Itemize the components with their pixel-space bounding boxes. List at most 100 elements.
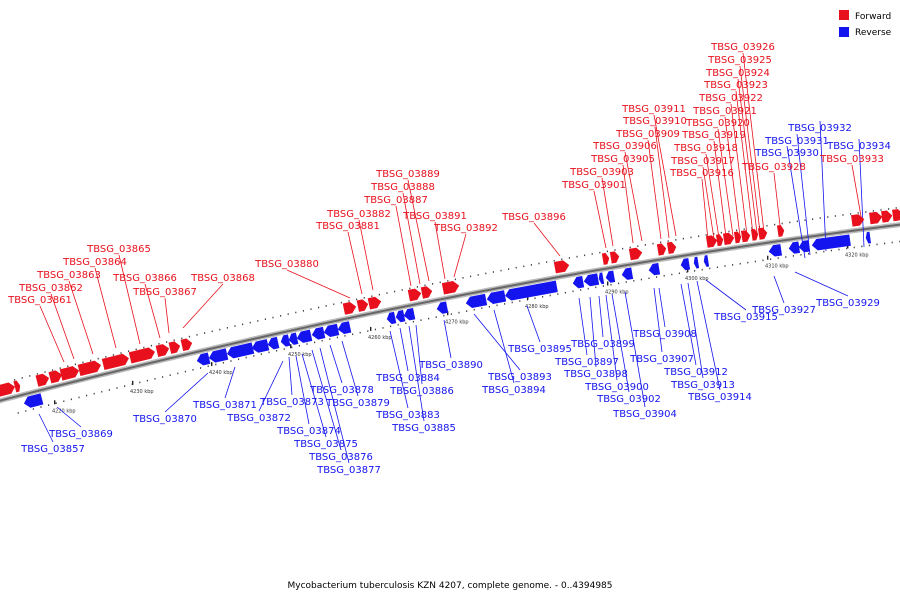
reverse-gene-arrow[interactable] [598,272,605,285]
forward-gene-arrow[interactable] [715,234,724,247]
reverse-gene-label[interactable]: TBSG_03912 [663,367,728,378]
forward-gene-label[interactable]: TBSG_03864 [62,257,127,268]
forward-gene-label[interactable]: TBSG_03919 [681,130,746,141]
reverse-gene-arrow[interactable] [296,329,313,344]
reverse-gene-arrow[interactable] [251,339,270,353]
reverse-gene-label[interactable]: TBSG_03875 [293,439,358,450]
reverse-gene-arrow[interactable] [788,241,801,254]
forward-gene-label[interactable]: TBSG_03924 [705,68,770,79]
forward-gene-arrow[interactable] [168,341,181,354]
forward-gene-arrow[interactable] [851,214,865,227]
reverse-gene-arrow[interactable] [648,263,661,276]
forward-gene-arrow[interactable] [722,232,735,246]
reverse-gene-label[interactable]: TBSG_03930 [754,148,819,159]
forward-gene-label[interactable]: TBSG_03918 [673,143,738,154]
forward-gene-label[interactable]: TBSG_03903 [569,167,634,178]
reverse-gene-label[interactable]: TBSG_03871 [192,400,257,411]
reverse-gene-label[interactable]: TBSG_03913 [670,380,735,391]
reverse-gene-label[interactable]: TBSG_03872 [226,413,291,424]
reverse-gene-label[interactable]: TBSG_03894 [481,385,546,396]
reverse-gene-label[interactable]: TBSG_03890 [418,360,483,371]
reverse-gene-label[interactable]: TBSG_03899 [570,339,635,350]
reverse-gene-arrow[interactable] [605,270,616,283]
reverse-gene-label[interactable]: TBSG_03908 [632,329,697,340]
reverse-gene-label[interactable]: TBSG_03931 [764,136,829,147]
reverse-gene-arrow[interactable] [486,290,507,305]
reverse-gene-arrow[interactable] [583,273,600,287]
forward-gene-label[interactable]: TBSG_03866 [112,273,177,284]
forward-gene-arrow[interactable] [367,296,382,310]
forward-gene-label[interactable]: TBSG_03911 [621,104,686,115]
forward-gene-arrow[interactable] [776,225,785,237]
reverse-gene-label[interactable]: TBSG_03902 [596,394,661,405]
forward-gene-label[interactable]: TBSG_03887 [363,195,428,206]
forward-gene-arrow[interactable] [892,209,900,222]
forward-gene-label[interactable]: TBSG_03921 [692,106,757,117]
forward-gene-arrow[interactable] [757,227,768,240]
forward-gene-label[interactable]: TBSG_03916 [669,168,734,179]
reverse-gene-arrow[interactable] [280,334,291,347]
reverse-gene-arrow[interactable] [208,348,229,364]
reverse-gene-label[interactable]: TBSG_03876 [308,452,373,463]
forward-gene-label[interactable]: TBSG_03917 [670,156,735,167]
forward-gene-arrow[interactable] [869,211,883,225]
reverse-gene-label[interactable]: TBSG_03885 [391,423,456,434]
forward-gene-arrow[interactable] [356,299,369,312]
forward-gene-arrow[interactable] [881,210,893,223]
forward-gene-arrow[interactable] [733,231,742,244]
forward-gene-label[interactable]: TBSG_03906 [592,141,657,152]
forward-gene-arrow[interactable] [420,286,433,299]
reverse-gene-arrow[interactable] [288,332,299,345]
reverse-gene-label[interactable]: TBSG_03883 [375,410,440,421]
reverse-gene-arrow[interactable] [386,311,397,325]
reverse-gene-arrow[interactable] [436,301,449,315]
reverse-gene-arrow[interactable] [680,258,691,271]
reverse-gene-arrow[interactable] [703,255,710,267]
forward-gene-arrow[interactable] [407,288,422,302]
forward-gene-arrow[interactable] [609,251,620,264]
forward-gene-label[interactable]: TBSG_03888 [370,182,435,193]
forward-gene-arrow[interactable] [666,241,677,254]
reverse-gene-arrow[interactable] [23,393,44,409]
reverse-gene-label[interactable]: TBSG_03929 [815,298,880,309]
forward-gene-arrow[interactable] [180,338,193,352]
forward-gene-label[interactable]: TBSG_03867 [132,287,197,298]
reverse-gene-arrow[interactable] [572,275,585,289]
forward-gene-label[interactable]: TBSG_03896 [501,212,566,223]
forward-gene-arrow[interactable] [740,230,751,243]
reverse-gene-arrow[interactable] [621,267,634,281]
reverse-gene-label[interactable]: TBSG_03900 [584,382,649,393]
forward-gene-arrow[interactable] [101,353,130,371]
forward-gene-arrow[interactable] [601,252,610,265]
forward-gene-arrow[interactable] [750,228,759,241]
reverse-gene-arrow[interactable] [811,234,851,251]
reverse-gene-arrow[interactable] [267,336,280,350]
reverse-gene-label[interactable]: TBSG_03879 [325,398,390,409]
reverse-gene-label[interactable]: TBSG_03904 [612,409,677,420]
forward-gene-label[interactable]: TBSG_03923 [703,80,768,91]
forward-gene-arrow[interactable] [128,347,156,364]
reverse-gene-arrow[interactable] [504,280,558,301]
reverse-gene-arrow[interactable] [395,310,406,323]
reverse-gene-arrow[interactable] [196,352,211,366]
forward-gene-label[interactable]: TBSG_03925 [707,55,772,66]
forward-gene-arrow[interactable] [0,382,16,398]
reverse-gene-label[interactable]: TBSG_03878 [309,385,374,396]
reverse-gene-label[interactable]: TBSG_03877 [316,465,381,476]
reverse-gene-label[interactable]: TBSG_03857 [20,444,85,455]
reverse-gene-label[interactable]: TBSG_03886 [389,386,454,397]
forward-gene-label[interactable]: TBSG_03933 [819,154,884,165]
forward-gene-label[interactable]: TBSG_03880 [254,259,319,270]
forward-gene-label[interactable]: TBSG_03889 [375,169,440,180]
reverse-gene-arrow[interactable] [403,307,416,321]
reverse-gene-arrow[interactable] [768,244,783,257]
forward-gene-label[interactable]: TBSG_03909 [615,129,680,140]
reverse-gene-label[interactable]: TBSG_03870 [132,414,197,425]
reverse-gene-label[interactable]: TBSG_03874 [276,426,341,437]
forward-gene-label[interactable]: TBSG_03865 [86,244,151,255]
reverse-gene-arrow[interactable] [865,231,871,244]
forward-gene-label[interactable]: TBSG_03922 [698,93,763,104]
forward-gene-label[interactable]: TBSG_03882 [326,209,391,220]
forward-gene-label[interactable]: TBSG_03920 [685,118,750,129]
reverse-gene-label[interactable]: TBSG_03893 [487,372,552,383]
